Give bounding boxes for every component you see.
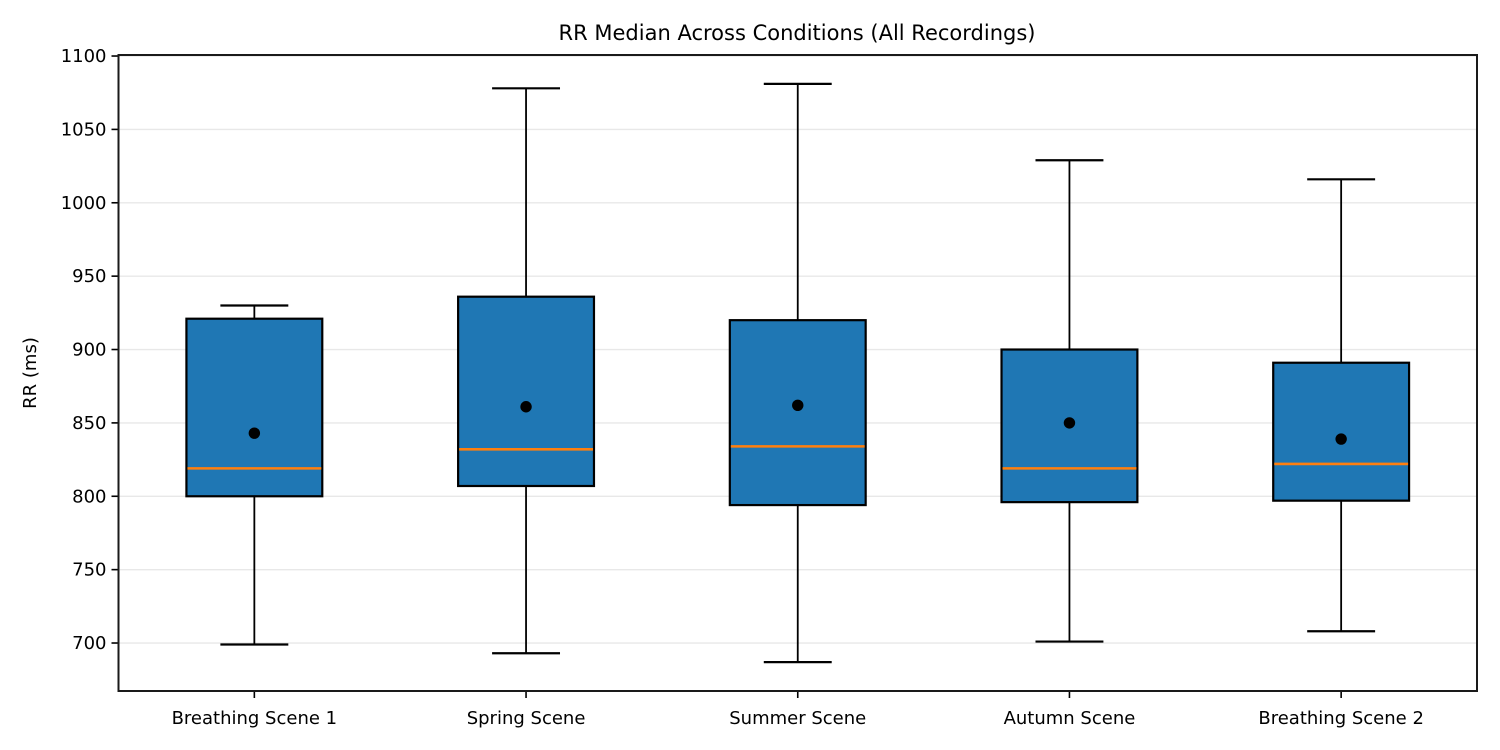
mean-marker bbox=[1335, 433, 1347, 445]
box-layer bbox=[185, 82, 1411, 664]
y-tick-label: 750 bbox=[72, 560, 106, 581]
y-tick-label: 1100 bbox=[61, 46, 107, 67]
x-tick-label: Autumn Scene bbox=[1004, 708, 1136, 729]
box-summer-scene bbox=[728, 82, 867, 664]
y-axis-label: RR (ms) bbox=[20, 337, 41, 409]
box-spring-scene bbox=[457, 87, 596, 655]
plot-frame bbox=[117, 54, 1478, 692]
mean-marker bbox=[1063, 417, 1076, 429]
y-tick-label: 900 bbox=[72, 340, 106, 361]
box-autumn-scene bbox=[1000, 159, 1139, 643]
y-tick-label: 950 bbox=[72, 266, 106, 287]
mean-marker bbox=[792, 399, 804, 411]
mean-marker bbox=[248, 427, 261, 439]
y-tick-label: 850 bbox=[72, 413, 106, 434]
y-tick-label: 800 bbox=[72, 486, 106, 507]
mean-marker bbox=[520, 401, 532, 413]
iqr-box bbox=[185, 317, 324, 498]
box-breathing-scene-2 bbox=[1272, 178, 1411, 633]
x-tick-label: Breathing Scene 1 bbox=[172, 708, 338, 729]
axis-layer: 700 750 800 850 900 950 1000 1050 1100 Breathing … bbox=[61, 46, 1478, 729]
y-tick-label: 1050 bbox=[61, 119, 107, 140]
iqr-box bbox=[1272, 361, 1411, 502]
box-breathing-scene-1 bbox=[185, 304, 324, 646]
y-tick-label: 700 bbox=[72, 633, 106, 654]
y-tick-label: 1000 bbox=[61, 193, 107, 214]
chart-title: RR Median Across Conditions (All Recordi… bbox=[559, 21, 1036, 45]
x-tick-label: Breathing Scene 2 bbox=[1258, 708, 1424, 729]
x-tick-label: Spring Scene bbox=[467, 708, 586, 729]
iqr-box bbox=[728, 319, 867, 507]
x-tick-label: Summer Scene bbox=[729, 708, 866, 729]
iqr-box bbox=[457, 295, 596, 488]
